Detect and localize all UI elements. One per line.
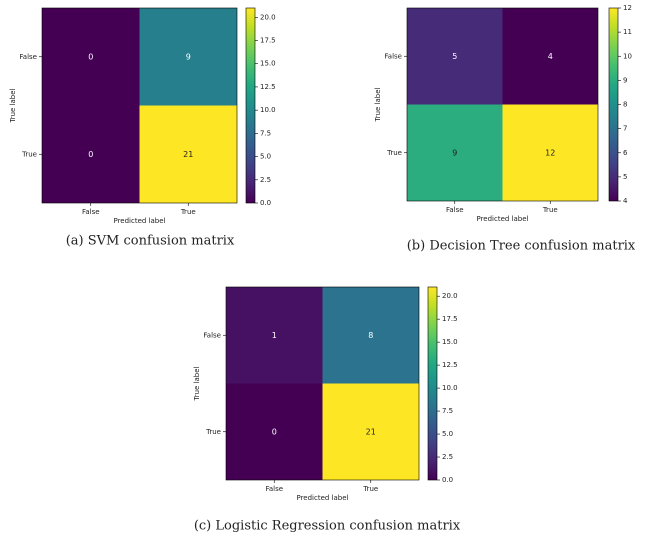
colorbar-tick-label: 8 <box>623 101 627 109</box>
colorbar-tick-label: 0.0 <box>442 476 453 484</box>
panel-caption: (a) SVM confusion matrix <box>66 234 235 249</box>
cell-value-label: 1 <box>272 331 277 340</box>
cell-value-label: 8 <box>368 331 373 340</box>
colorbar-tick-label: 12.5 <box>442 361 458 369</box>
matrix-cell-r1-c1 <box>139 105 237 203</box>
x-tick-label: False <box>82 208 100 216</box>
matrix-cell-r0-c0 <box>226 287 323 384</box>
colorbar-tick-label: 9 <box>623 76 627 84</box>
matrix-cell-r0-c1 <box>139 8 237 106</box>
colorbar-tick-label: 5.0 <box>442 430 453 438</box>
colorbar-tick-label: 0.0 <box>260 199 271 207</box>
cell-value-label: 5 <box>452 52 457 61</box>
matrix-cell-r0-c1 <box>322 287 419 384</box>
matrix-cell-r1-c0 <box>42 105 140 203</box>
y-tick-label: True <box>205 428 221 436</box>
x-axis-label: Predicted label <box>296 494 348 502</box>
cell-value-label: 0 <box>88 150 93 159</box>
cell-value-label: 21 <box>366 427 376 436</box>
cell-value-label: 9 <box>452 148 457 157</box>
y-axis-label: True label <box>193 366 201 401</box>
x-tick-label: False <box>265 485 283 493</box>
cell-value-label: 4 <box>548 52 553 61</box>
plot-frame <box>406 7 599 202</box>
x-tick-label: True <box>180 208 196 216</box>
colorbar <box>427 286 438 481</box>
panel-caption: (b) Decision Tree confusion matrix <box>407 239 636 254</box>
colorbar-tick-label: 7 <box>623 125 627 133</box>
plot-frame <box>41 7 238 204</box>
matrix-cell-r0-c1 <box>502 8 598 105</box>
y-tick-label: True <box>21 150 37 158</box>
colorbar-tick-label: 5 <box>623 173 627 181</box>
colorbar-tick-label: 6 <box>623 149 628 157</box>
colorbar-tick-label: 2.5 <box>442 453 453 461</box>
y-tick-label: False <box>203 331 221 339</box>
cell-value-label: 21 <box>183 150 193 159</box>
matrix-cell-r1-c0 <box>226 383 323 480</box>
cell-value-label: 9 <box>186 52 191 61</box>
y-axis-label: True label <box>374 87 382 122</box>
y-tick-label: True <box>386 149 402 157</box>
colorbar-tick-label: 12 <box>623 4 632 12</box>
colorbar-tick-label: 20.0 <box>260 13 276 21</box>
y-tick-label: False <box>384 52 402 60</box>
colorbar-tick-label: 5.0 <box>260 153 271 161</box>
colorbar-tick-label: 10.0 <box>442 384 458 392</box>
cell-value-label: 12 <box>545 148 555 157</box>
y-tick-label: False <box>19 53 37 61</box>
cell-value-label: 0 <box>272 427 277 436</box>
colorbar-tick-label: 7.5 <box>260 129 271 137</box>
colorbar-tick-label: 15.0 <box>260 60 276 68</box>
colorbar-tick-label: 17.5 <box>260 37 276 45</box>
y-axis-label: True label <box>9 88 17 123</box>
panel-caption: (c) Logistic Regression confusion matrix <box>194 519 461 534</box>
colorbar <box>245 7 256 204</box>
plot-frame <box>225 286 420 481</box>
colorbar-tick-label: 12.5 <box>260 83 276 91</box>
colorbar-tick-label: 20.0 <box>442 292 458 300</box>
x-axis-label: Predicted label <box>476 215 528 223</box>
x-axis-label: Predicted label <box>113 217 165 225</box>
colorbar-tick-label: 11 <box>623 28 632 36</box>
matrix-cell-r0-c0 <box>407 8 503 105</box>
colorbar <box>608 7 619 202</box>
matrix-cell-r0-c0 <box>42 8 140 106</box>
cell-value-label: 0 <box>88 52 93 61</box>
x-tick-label: True <box>362 485 378 493</box>
colorbar-tick-label: 10.0 <box>260 106 276 114</box>
matrix-cell-r1-c1 <box>322 383 419 480</box>
colorbar-tick-label: 4 <box>623 197 628 205</box>
colorbar-tick-label: 7.5 <box>442 407 453 415</box>
x-tick-label: True <box>542 206 558 214</box>
x-tick-label: False <box>446 206 464 214</box>
colorbar-tick-label: 10 <box>623 52 632 60</box>
colorbar-tick-label: 17.5 <box>442 315 458 323</box>
colorbar-tick-label: 2.5 <box>260 176 271 184</box>
matrix-cell-r1-c0 <box>407 104 503 201</box>
colorbar-tick-label: 15.0 <box>442 338 458 346</box>
matrix-cell-r1-c1 <box>502 104 598 201</box>
